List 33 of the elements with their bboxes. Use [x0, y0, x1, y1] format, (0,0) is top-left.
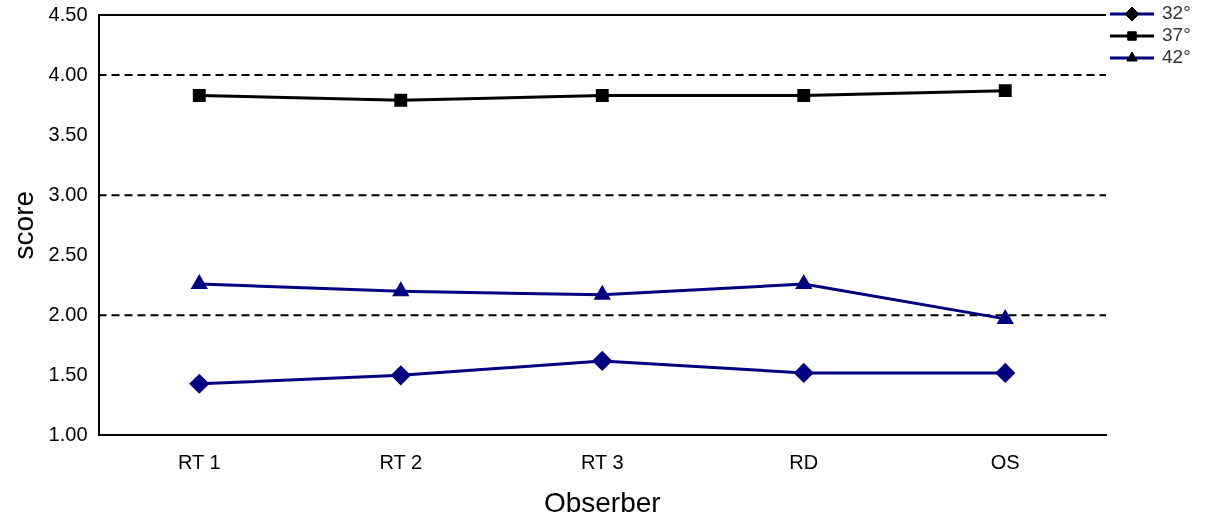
y-tick-label: 4.50 [48, 2, 88, 25]
point [797, 89, 811, 102]
point [796, 275, 812, 290]
x-tick-label: RT 3 [580, 450, 624, 473]
y-tick-label: 1.00 [48, 422, 88, 445]
x-tick-label: OS [990, 450, 1020, 473]
x-tick-label: RD [789, 450, 819, 473]
point [794, 363, 814, 383]
point [594, 286, 610, 300]
y-tick-label: 1.50 [48, 362, 88, 385]
point [998, 84, 1012, 98]
point [592, 351, 612, 371]
y-axis-title: score [7, 190, 39, 260]
point [393, 282, 409, 297]
point [192, 89, 206, 102]
y-tick-label: 3.50 [48, 122, 88, 145]
point [189, 374, 209, 394]
x-tick-label: RT 1 [177, 450, 221, 473]
point [391, 365, 411, 385]
point [995, 363, 1015, 383]
x-axis-title: Obserber [543, 486, 661, 518]
legend-label: 37° [1162, 24, 1191, 46]
point [394, 93, 408, 107]
point [595, 89, 609, 102]
point [191, 275, 207, 290]
y-tick-label: 4.00 [48, 62, 88, 85]
y-tick-label: 3.00 [48, 182, 88, 205]
x-tick-label: RT 2 [379, 450, 423, 473]
y-tick-label: 2.50 [48, 242, 88, 265]
y-tick-label: 2.00 [48, 302, 88, 325]
legend-label: 32° [1162, 2, 1191, 24]
point [997, 310, 1013, 324]
legend-label: 42° [1162, 46, 1191, 68]
